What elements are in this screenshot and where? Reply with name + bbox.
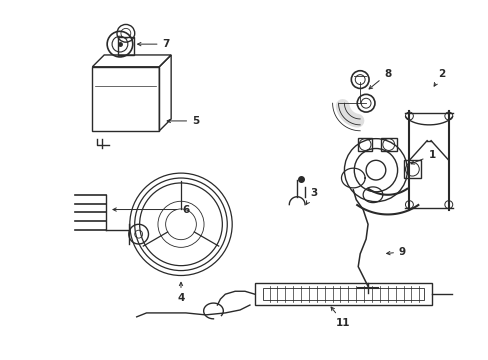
Bar (403, 160, 420, 178)
Text: 2: 2 (433, 69, 445, 86)
Bar (92, 67, 159, 131)
Bar (358, 138, 371, 152)
Text: 8: 8 (368, 69, 390, 89)
Bar (254, 283, 431, 305)
Text: 6: 6 (113, 204, 189, 215)
Text: 10: 10 (0, 359, 1, 360)
Text: 9: 9 (386, 247, 405, 257)
Text: 4: 4 (177, 282, 184, 303)
Text: 3: 3 (305, 188, 317, 204)
Text: 11: 11 (330, 307, 350, 328)
Text: 7: 7 (137, 39, 169, 49)
Text: 5: 5 (167, 116, 199, 126)
Bar (380, 138, 396, 152)
Text: 1: 1 (410, 150, 435, 164)
Bar (118, 37, 133, 55)
Bar (262, 288, 423, 300)
